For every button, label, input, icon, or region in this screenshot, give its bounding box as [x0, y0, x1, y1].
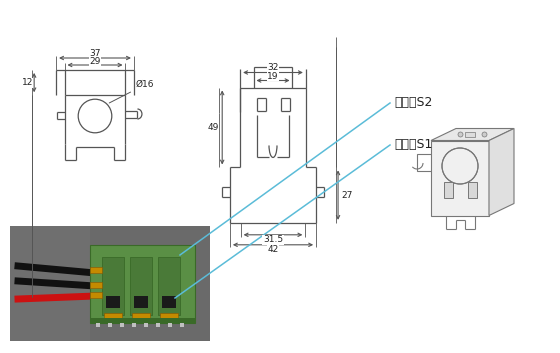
Bar — [158, 257, 180, 315]
Polygon shape — [489, 128, 514, 215]
Bar — [168, 322, 172, 327]
Polygon shape — [431, 128, 514, 140]
Circle shape — [482, 132, 487, 137]
Bar — [96, 322, 100, 327]
Text: 49: 49 — [208, 123, 219, 132]
Bar — [102, 257, 124, 315]
Bar — [162, 296, 176, 308]
Bar — [444, 182, 453, 198]
Bar — [108, 322, 112, 327]
Bar — [180, 322, 184, 327]
Bar — [10, 226, 90, 341]
Text: 37: 37 — [89, 48, 101, 58]
Text: 29: 29 — [89, 56, 101, 66]
Bar — [132, 322, 136, 327]
Bar — [90, 292, 102, 298]
Text: 12: 12 — [21, 78, 33, 87]
Bar — [90, 267, 102, 273]
Text: 31.5: 31.5 — [263, 235, 283, 244]
Bar — [104, 313, 122, 320]
Bar — [10, 226, 210, 341]
Bar — [160, 313, 178, 320]
Bar — [468, 182, 477, 198]
Circle shape — [442, 148, 478, 184]
Bar — [144, 322, 148, 327]
Circle shape — [458, 132, 463, 137]
Bar — [90, 318, 195, 323]
Bar — [90, 245, 195, 323]
Bar — [130, 257, 152, 315]
Text: Ø16: Ø16 — [109, 80, 155, 103]
Bar — [156, 322, 160, 327]
Text: 32: 32 — [267, 63, 279, 72]
Bar — [90, 282, 102, 288]
Text: 42: 42 — [267, 245, 279, 254]
Bar — [120, 322, 124, 327]
Text: 27: 27 — [342, 191, 353, 200]
Bar — [465, 132, 475, 137]
Text: 红色：S1: 红色：S1 — [394, 138, 432, 151]
Bar — [132, 313, 150, 320]
Text: 黑色：S2: 黑色：S2 — [394, 96, 432, 109]
Bar — [134, 296, 148, 308]
Text: 19: 19 — [267, 72, 279, 81]
Polygon shape — [431, 140, 489, 215]
Bar — [106, 296, 120, 308]
